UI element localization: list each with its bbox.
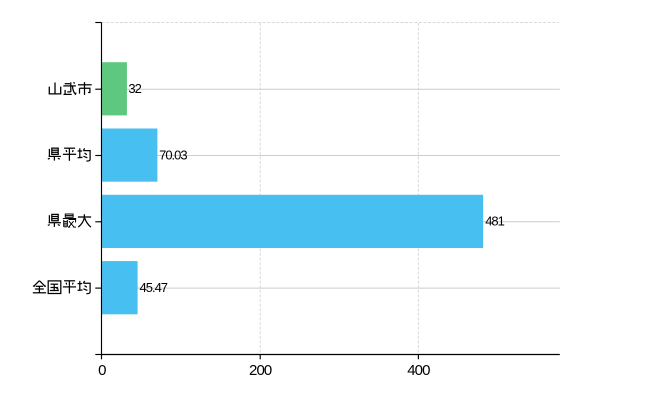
svg-text:70.03: 70.03 — [159, 147, 187, 162]
svg-text:200: 200 — [249, 362, 272, 379]
svg-text:0: 0 — [98, 362, 106, 379]
svg-text:481: 481 — [485, 214, 504, 229]
svg-text:400: 400 — [407, 362, 430, 379]
svg-text:45.47: 45.47 — [140, 280, 168, 295]
svg-text:32: 32 — [128, 81, 141, 96]
